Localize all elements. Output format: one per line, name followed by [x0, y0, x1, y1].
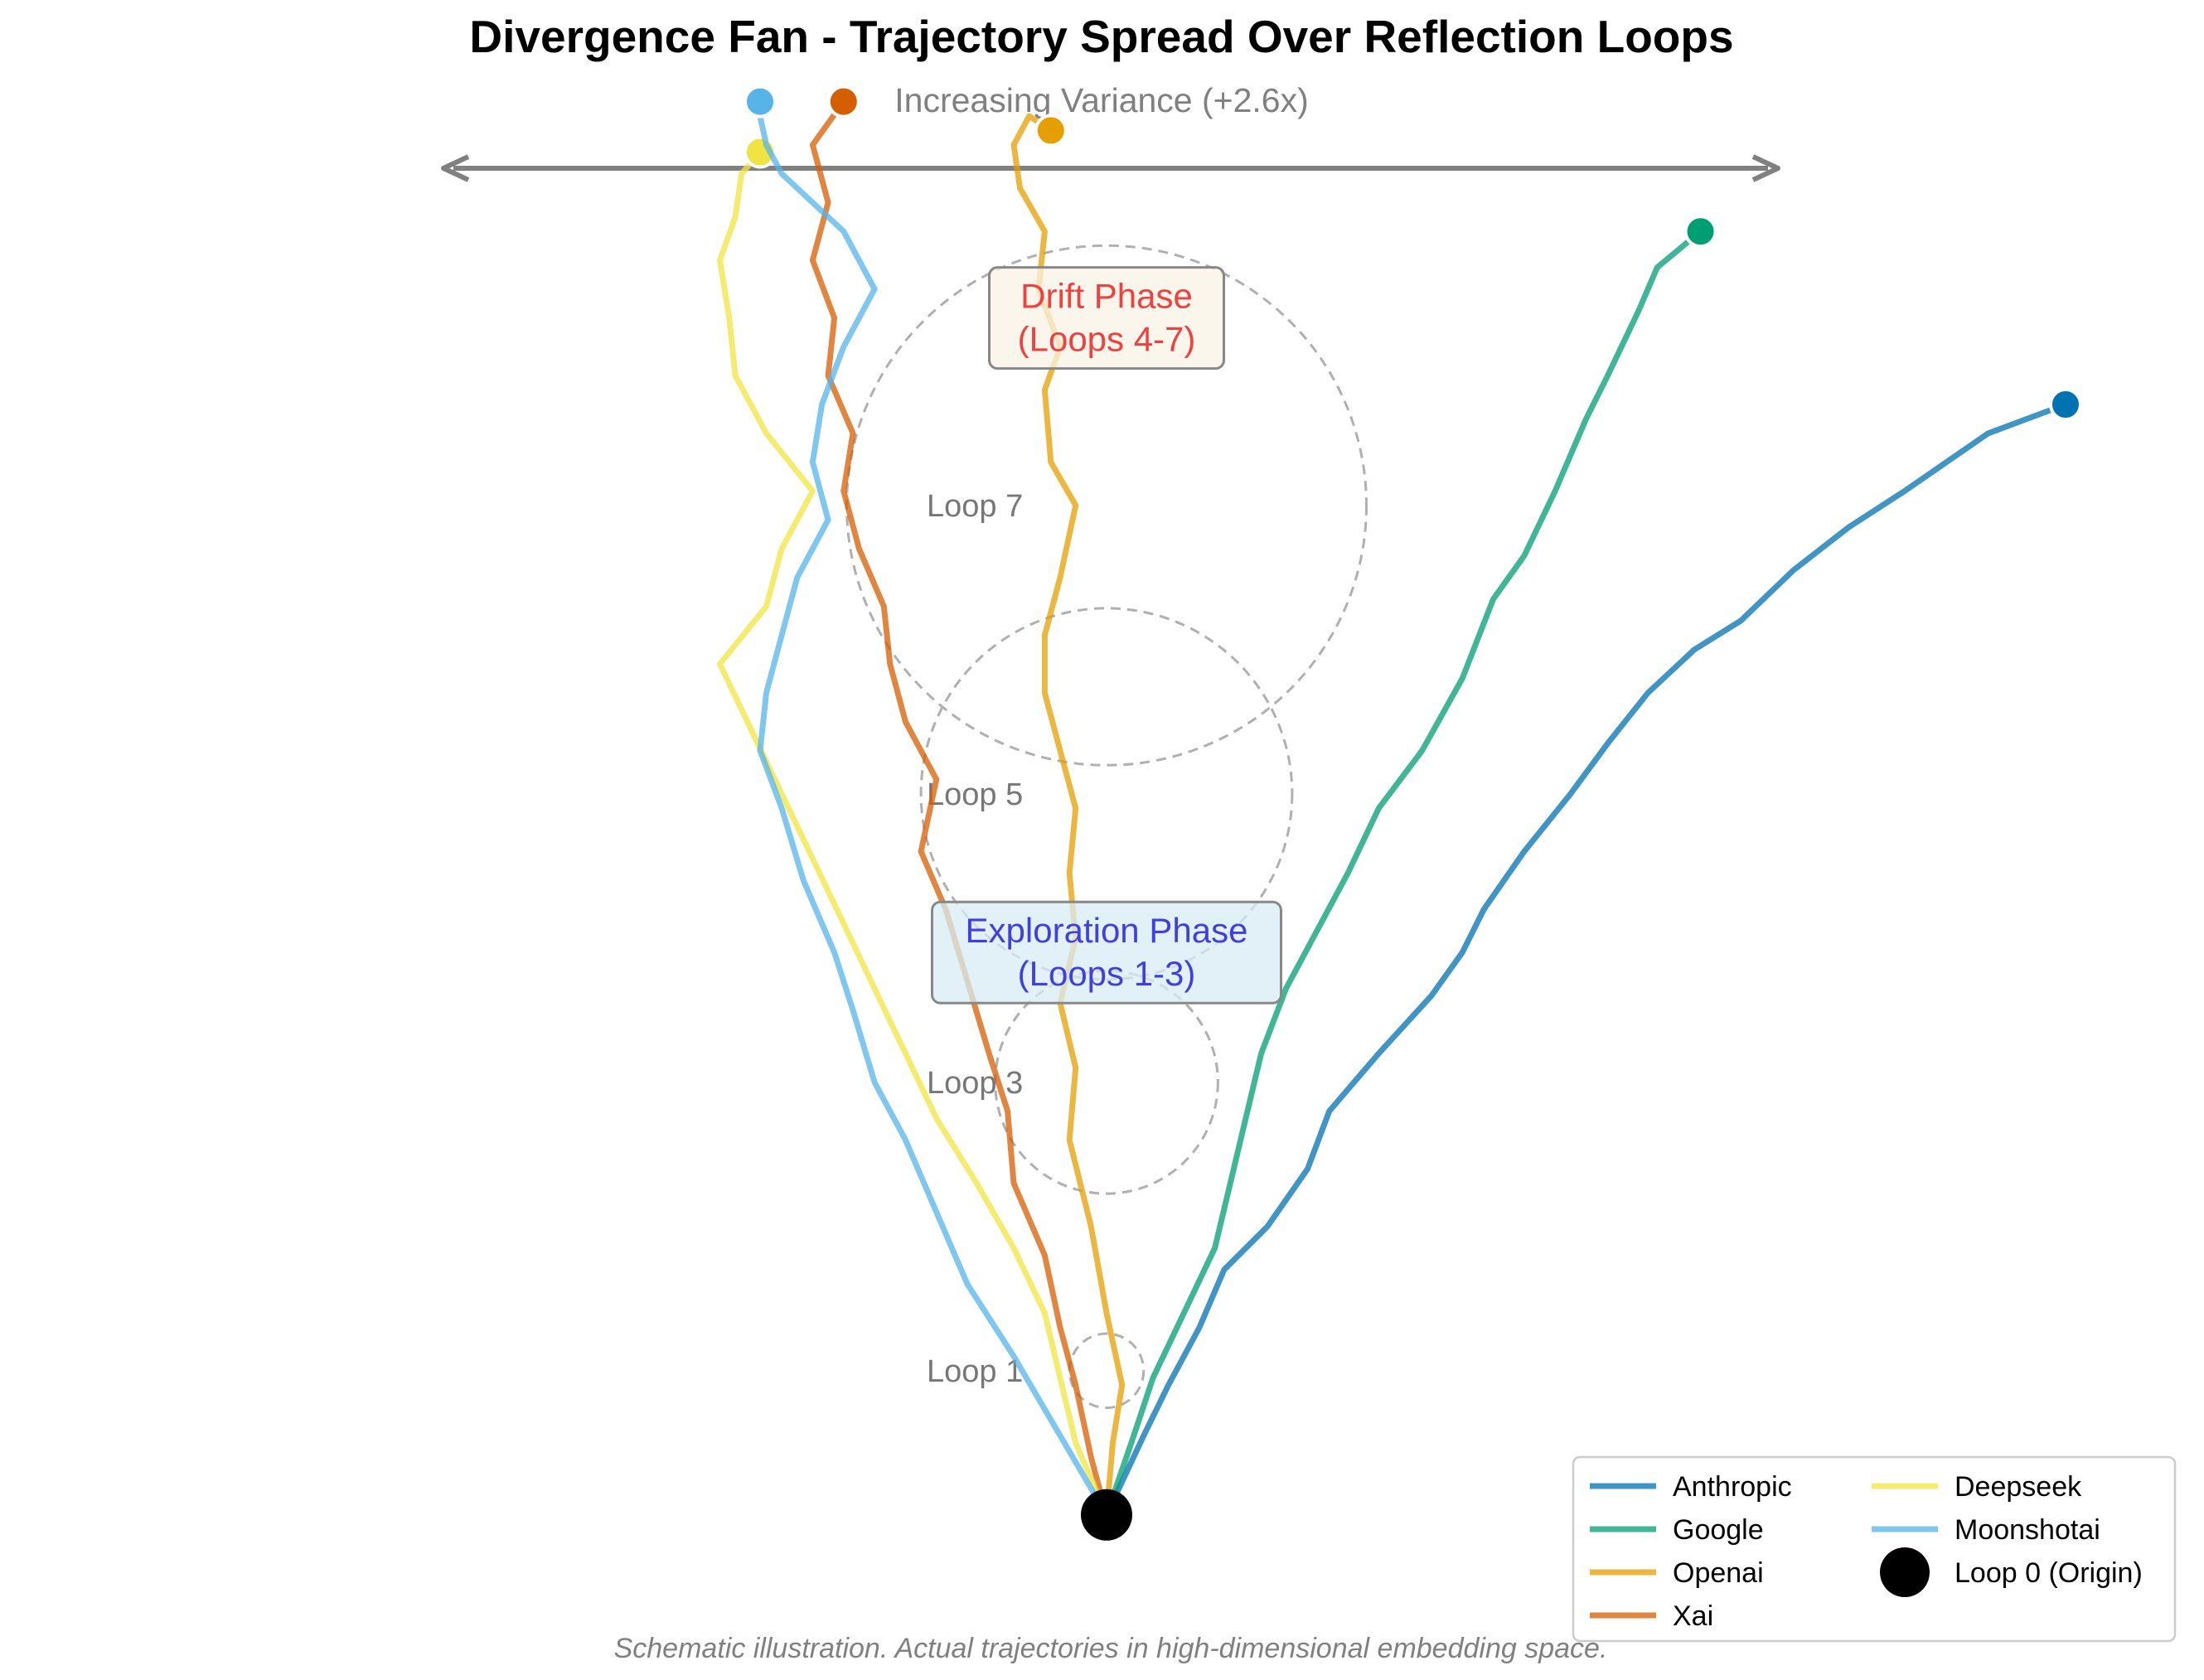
- legend: Anthropic Google Openai Xai Deepseek Moonshot…: [1572, 1455, 2177, 1643]
- series-end-marker-xai: [826, 85, 860, 119]
- phase-text-line: (Loops 1-3): [1018, 954, 1196, 993]
- series-end-marker-google: [1683, 215, 1717, 249]
- legend-box: [1572, 1455, 2177, 1643]
- loop-markers: Loop 1 Loop 3 Loop 5 Loop 7: [845, 244, 1368, 1410]
- legend-label: Openai: [1673, 1557, 1764, 1589]
- variance-arrow-right-head: [1751, 154, 1780, 182]
- legend-entry-xai: Xai: [1590, 1600, 1713, 1632]
- variance-arrow-label: Increasing Variance (+2.6x): [894, 81, 1308, 119]
- loop-label-loop-7: Loop 7: [927, 489, 1023, 524]
- series-end-marker-moonshotai: [744, 85, 777, 119]
- phase-annotations: Exploration Phase (Loops 1-3) Drift Phase (…: [931, 266, 1282, 1005]
- chart-title: Divergence Fan - Trajectory Spread Over …: [469, 11, 1733, 62]
- loop-label-loop-1: Loop 1: [927, 1354, 1023, 1389]
- series-line-google: [1103, 228, 1704, 1518]
- loop-label-loop-5: Loop 5: [927, 777, 1023, 812]
- series-end-marker-anthropic: [2048, 388, 2082, 421]
- series-end-marker-openai: [1034, 114, 1068, 148]
- legend-label: Xai: [1673, 1600, 1713, 1632]
- phase-text-line: (Loops 4-7): [1018, 320, 1196, 359]
- phase-box: [988, 266, 1225, 370]
- phase-drift-phase: Drift Phase (Loops 4-7): [988, 266, 1225, 370]
- legend-label: Anthropic: [1673, 1471, 1792, 1503]
- legend-entry-moonshotai: Moonshotai: [1872, 1514, 2100, 1546]
- series-line-xai: [809, 99, 1110, 1518]
- phase-box: [931, 900, 1282, 1005]
- phase-text-line: Drift Phase: [1020, 277, 1193, 316]
- variance-arrow-left-head: [441, 154, 470, 182]
- loop-circle-loop-3: [994, 969, 1219, 1195]
- loop-label-loop-3: Loop 3: [927, 1066, 1023, 1101]
- variance-arrow: [441, 154, 1780, 182]
- legend-label: Moonshotai: [1955, 1514, 2100, 1546]
- legend-label: Loop 0 (Origin): [1955, 1557, 2143, 1589]
- legend-entry-anthropic: Anthropic: [1590, 1471, 1792, 1503]
- legend-label: Google: [1673, 1514, 1764, 1546]
- phase-exploration-phase: Exploration Phase (Loops 1-3): [931, 900, 1282, 1005]
- origin: [1081, 1489, 1132, 1541]
- origin-marker: [1081, 1489, 1132, 1541]
- legend-entry-google: Google: [1590, 1514, 1764, 1546]
- legend-swatch: [1880, 1547, 1930, 1597]
- series-line-anthropic: [1103, 401, 2069, 1518]
- legend-entry-loop-0-origin: Loop 0 (Origin): [1880, 1547, 2143, 1597]
- legend-entry-openai: Openai: [1590, 1557, 1764, 1589]
- legend-label: Deepseek: [1955, 1471, 2082, 1503]
- chart-caption: Schematic illustration. Actual trajector…: [614, 1633, 1608, 1664]
- series-line-moonshotai: [757, 99, 1110, 1518]
- series-line-openai: [1010, 113, 1126, 1518]
- legend-entry-deepseek: Deepseek: [1872, 1471, 2082, 1503]
- series-lines: [717, 85, 2082, 1518]
- phase-text-line: Exploration Phase: [966, 911, 1248, 950]
